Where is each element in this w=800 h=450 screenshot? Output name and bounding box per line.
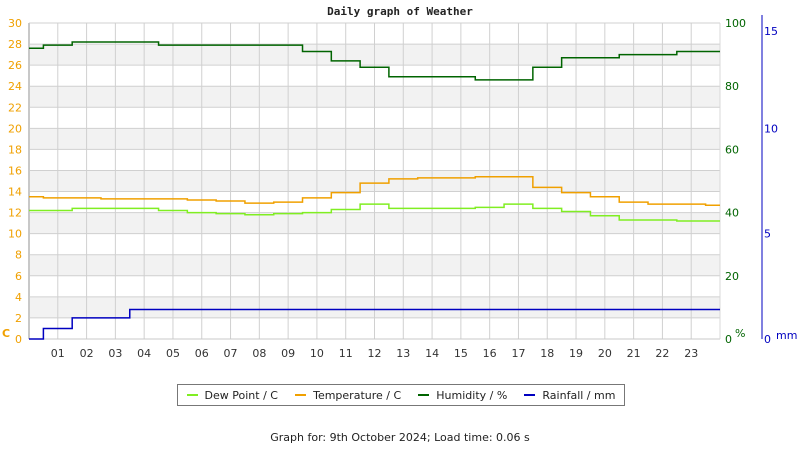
x-tick-label: 07 — [224, 347, 238, 360]
legend-label: Dew Point / C — [204, 388, 278, 402]
dew-point-line — [29, 203, 720, 222]
x-tick-label: 11 — [339, 347, 353, 360]
x-tick-label: 14 — [425, 347, 439, 360]
y-tick-label-temp: 4 — [15, 291, 22, 304]
x-tick-label: 23 — [684, 347, 698, 360]
y-tick-label-temp: 2 — [15, 312, 22, 325]
y-tick-label-temp: 16 — [8, 164, 22, 177]
y-tick-label-temp: 24 — [8, 80, 22, 93]
y-tick-label-temp: 0 — [15, 333, 22, 346]
y-tick-label-humidity: 40 — [725, 207, 739, 220]
x-tick-label: 22 — [655, 347, 669, 360]
x-tick-label: 20 — [598, 347, 612, 360]
legend-swatch-dew-point — [186, 394, 198, 396]
x-tick-label: 01 — [51, 347, 65, 360]
x-tick-label: 10 — [310, 347, 324, 360]
y-tick-label-temp: 22 — [8, 101, 22, 114]
x-tick-label: 18 — [540, 347, 554, 360]
y-tick-label-temp: 10 — [8, 228, 22, 241]
chart-title: Daily graph of Weather — [327, 5, 473, 18]
y-tick-label-temp: 14 — [8, 186, 22, 199]
y-tick-label-temp: 26 — [8, 59, 22, 72]
legend-item-humidity: Humidity / % — [418, 389, 507, 402]
x-tick-label: 06 — [195, 347, 209, 360]
y-tick-label-temp: 30 — [8, 17, 22, 30]
legend-item-temperature: Temperature / C — [295, 389, 401, 402]
legend-item-dew-point: Dew Point / C — [186, 388, 278, 402]
x-tick-label: 02 — [80, 347, 94, 360]
y-tick-label-humidity: 100 — [725, 17, 746, 30]
x-tick-label: 19 — [569, 347, 583, 360]
chart-legend: Dew Point / C Temperature / C Humidity /… — [177, 384, 625, 406]
legend-label: Rainfall / mm — [542, 388, 616, 402]
x-tick-label: 03 — [108, 347, 122, 360]
x-tick-label: 16 — [483, 347, 497, 360]
y-tick-label-temp: 6 — [15, 270, 22, 283]
y-tick-label-humidity: 60 — [725, 143, 739, 156]
x-tick-label: 04 — [137, 347, 151, 360]
legend-label: Temperature / C — [313, 388, 402, 402]
rainfall-line — [29, 308, 720, 340]
y-tick-label-humidity: 0 — [725, 333, 732, 346]
graph-footer: Graph for: 9th October 2024; Load time: … — [270, 431, 530, 444]
y-tick-label-temp: 18 — [8, 143, 22, 156]
temperature-line — [29, 176, 720, 206]
y-tick-label-rain: 10 — [764, 122, 778, 135]
y-tick-label-temp: 28 — [8, 38, 22, 51]
legend-swatch-temperature — [295, 394, 307, 396]
y-tick-label-temp: 12 — [8, 207, 22, 220]
y-tick-label-rain: 0 — [764, 333, 771, 346]
y-axis-unit-humidity: % — [735, 327, 745, 340]
x-tick-label: 05 — [166, 347, 180, 360]
x-tick-label: 08 — [252, 347, 266, 360]
y-tick-label-temp: 8 — [15, 249, 22, 262]
legend-swatch-rainfall — [524, 394, 536, 396]
x-tick-label: 09 — [281, 347, 295, 360]
y-axis-unit-temp: C — [2, 327, 10, 340]
x-tick-label: 21 — [627, 347, 641, 360]
legend-label: Humidity / % — [436, 388, 508, 402]
x-tick-label: 17 — [511, 347, 525, 360]
legend-item-rainfall: Rainfall / mm — [524, 389, 615, 402]
x-tick-label: 15 — [454, 347, 468, 360]
y-tick-label-rain: 15 — [764, 25, 778, 38]
y-tick-label-rain: 5 — [764, 228, 771, 241]
humidity-line — [29, 41, 720, 81]
y-tick-label-temp: 20 — [8, 122, 22, 135]
x-tick-label: 12 — [368, 347, 382, 360]
y-tick-label-humidity: 20 — [725, 270, 739, 283]
y-tick-label-humidity: 80 — [725, 80, 739, 93]
x-tick-label: 13 — [396, 347, 410, 360]
y-axis-unit-rain: mm — [776, 329, 797, 342]
legend-swatch-humidity — [418, 394, 430, 396]
